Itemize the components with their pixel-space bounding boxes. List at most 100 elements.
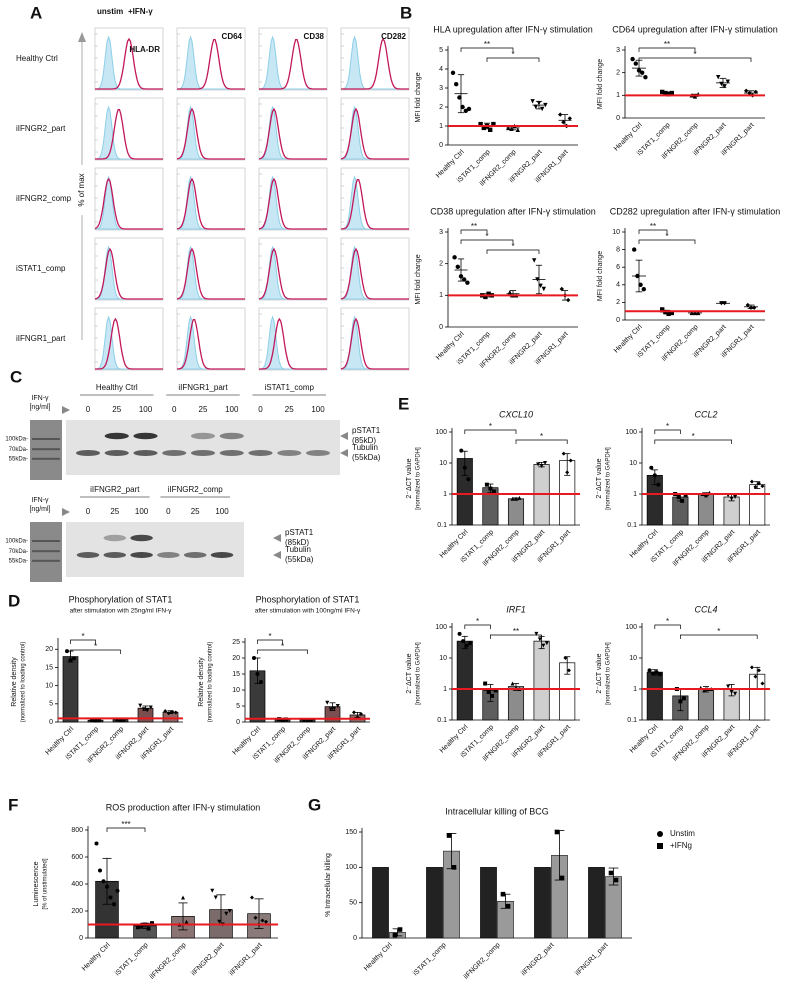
data-point (647, 668, 652, 673)
band-label: Tubulin (285, 545, 311, 554)
dose-label: 25 (110, 507, 119, 516)
data-point (544, 641, 549, 646)
significance-bracket (654, 429, 681, 434)
data-point (481, 125, 486, 131)
data-point (669, 310, 674, 316)
data-point (744, 88, 749, 93)
band-label: (85kD) (352, 436, 376, 445)
x-tick-label: iIFNGR2_part (520, 942, 556, 978)
row-label: iIFNGR2_comp (16, 194, 72, 203)
band-arrow (273, 551, 281, 559)
chart-title: Phosphorylation of STAT1 (256, 594, 360, 604)
data-point (534, 631, 539, 636)
ifng-histogram (341, 37, 409, 90)
ifng-histogram (258, 177, 327, 230)
data-point (652, 473, 657, 478)
dose-label: 100 (135, 507, 149, 516)
significance-bracket (680, 634, 758, 639)
y-tick-label: 100 (345, 864, 357, 871)
data-point (725, 79, 730, 84)
data-point (213, 895, 218, 900)
band-label: Tubulin (352, 443, 378, 452)
dose-axis-label: IFN-γ (31, 497, 49, 504)
data-point (729, 690, 734, 695)
data-point (328, 707, 333, 712)
y-tick-label: 8 (616, 246, 620, 253)
data-point (530, 99, 535, 104)
ladder-label: 100kDa- (5, 437, 28, 443)
chart-title: Intracellular killing of BCG (445, 806, 549, 816)
chart-title: IRF1 (506, 604, 526, 614)
tubulin-band (133, 450, 158, 456)
data-point (733, 495, 738, 500)
ladder-band (32, 559, 60, 562)
band-label: (55kDa) (352, 453, 381, 462)
significance-label: * (540, 432, 543, 441)
y-tick-label: 4 (616, 282, 620, 289)
data-point (651, 671, 656, 676)
data-point (468, 641, 473, 646)
bar (372, 867, 389, 939)
data-point (150, 921, 154, 926)
data-point (753, 674, 758, 679)
significance-label: * (511, 242, 514, 251)
significance-label: ** (650, 222, 656, 231)
data-point (457, 95, 462, 100)
data-point (704, 493, 708, 498)
data-point (563, 656, 568, 660)
significance-bracket (654, 624, 681, 629)
y-tick-label: 10 (629, 655, 637, 662)
marker-label: CD38 (304, 32, 325, 41)
ifng-histogram (340, 317, 409, 370)
data-point (65, 649, 69, 654)
data-point (451, 865, 457, 870)
data-point (72, 656, 76, 661)
significance-label: * (485, 232, 488, 241)
data-point (227, 909, 232, 913)
ifng-histogram (95, 37, 163, 90)
data-point (255, 672, 260, 676)
y-tick-label: 20 (45, 646, 53, 653)
data-point (702, 688, 707, 693)
data-point (446, 833, 452, 838)
y-tick-label: 10 (45, 682, 53, 689)
y-tick-label: 1 (439, 292, 443, 299)
y-tick-label: 0 (236, 719, 240, 726)
y-tick-label: 600 (71, 854, 83, 861)
chart-title: CCL2 (694, 409, 717, 419)
data-point (510, 681, 515, 686)
y-tick-label: 25 (232, 639, 240, 646)
y-tick-label: 0.1 (437, 522, 447, 529)
dose-label: 25 (191, 507, 200, 516)
data-point (252, 656, 256, 660)
data-point (260, 918, 265, 923)
group-label: iIFNGR2_comp (168, 485, 224, 494)
y-tick-label: 150 (345, 829, 357, 836)
data-point (491, 489, 496, 494)
data-point (463, 108, 468, 114)
row-label: Healthy Ctrl (16, 54, 58, 63)
y-axis-label: 2⁻ΔCT value (406, 653, 413, 693)
tubulin-band (277, 450, 302, 456)
ifng-histogram (176, 318, 245, 370)
data-point (540, 106, 545, 112)
data-point (543, 461, 548, 465)
significance-label: * (489, 422, 492, 431)
data-point (166, 711, 171, 716)
ifng-histogram (176, 177, 245, 230)
data-point (760, 484, 765, 489)
y-tick-label: 10 (439, 655, 447, 662)
dose-label: 25 (199, 405, 208, 414)
chart-title: Phosphorylation of STAT1 (69, 594, 173, 604)
data-point (716, 75, 721, 80)
data-point (455, 264, 460, 270)
y-axis-label: MFI fold change (597, 251, 604, 301)
data-point (478, 121, 483, 127)
panel-letter: E (398, 394, 409, 413)
band-label: pSTAT1 (285, 528, 314, 537)
ifng-histogram (94, 177, 163, 230)
significance-bracket (654, 439, 732, 444)
data-point (507, 289, 512, 295)
y-tick-label: 10 (232, 687, 240, 694)
data-point (683, 493, 688, 498)
